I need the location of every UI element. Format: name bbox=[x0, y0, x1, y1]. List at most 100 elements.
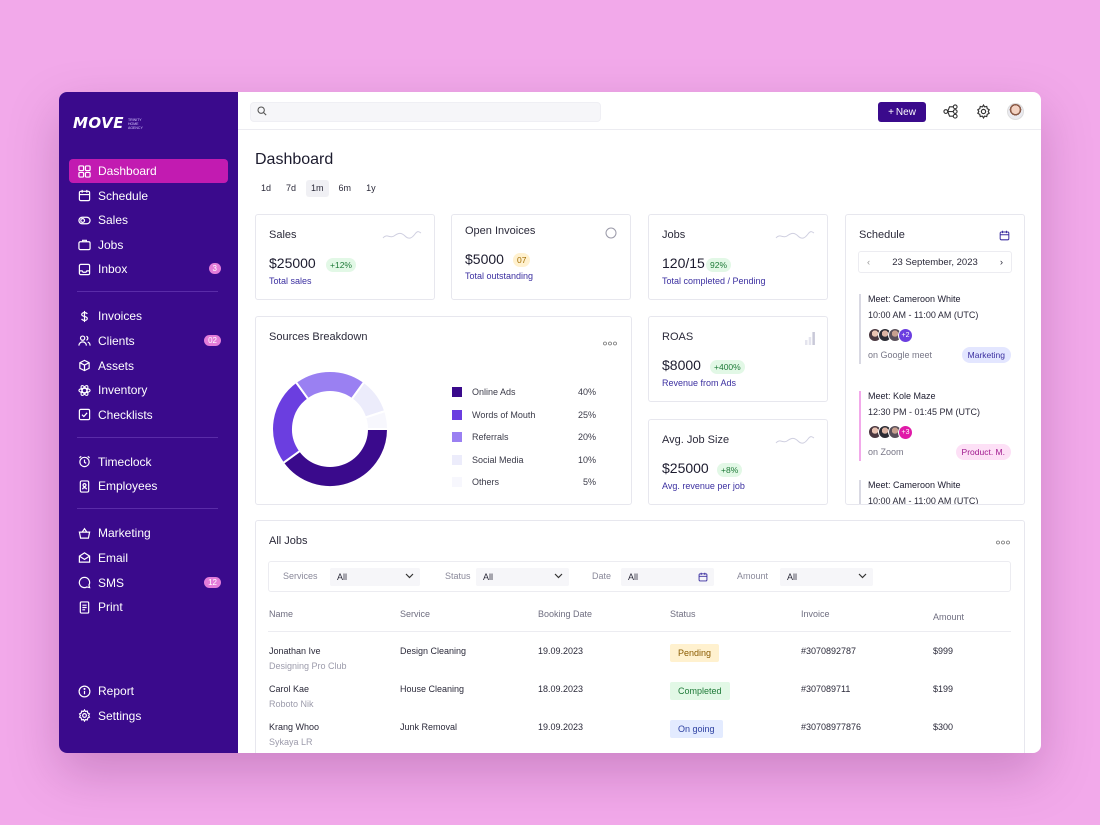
filter-value: All bbox=[337, 572, 348, 582]
roas-subtitle: Revenue from Ads bbox=[662, 378, 737, 388]
column-header[interactable]: Status bbox=[670, 609, 696, 619]
sidebar-item-schedule[interactable]: Schedule bbox=[69, 184, 228, 208]
range-1d[interactable]: 1d bbox=[261, 183, 272, 193]
sidebar-item-sms[interactable]: SMS 12 bbox=[69, 571, 228, 595]
search-icon bbox=[257, 103, 267, 121]
amount-filter-select[interactable]: All bbox=[780, 568, 873, 586]
plus-icon: + bbox=[888, 106, 894, 118]
filter-value: All bbox=[787, 572, 798, 582]
donut-slice-online-ads[interactable] bbox=[281, 428, 390, 488]
legend-label: Words of Mouth bbox=[472, 409, 536, 420]
more-attendees-badge: +2 bbox=[898, 327, 913, 343]
schedule-event[interactable]: Meet: Cameroon White 10:00 AM - 11:00 AM… bbox=[859, 294, 1011, 364]
donut-chart-svg bbox=[271, 370, 390, 488]
user-avatar[interactable] bbox=[1007, 103, 1024, 120]
sidebar-item-jobs[interactable]: Jobs bbox=[69, 233, 228, 257]
calendar-icon[interactable] bbox=[999, 230, 1010, 241]
bar-chart-icon bbox=[805, 332, 815, 345]
schedule-event[interactable]: Meet: Cameroon White 10:00 AM - 11:00 AM… bbox=[859, 480, 1011, 504]
sidebar-item-inbox[interactable]: Inbox 3 bbox=[69, 257, 228, 281]
status-badge: Completed bbox=[670, 682, 730, 700]
donut-slice-others[interactable] bbox=[363, 409, 390, 430]
legend-swatch bbox=[452, 477, 462, 488]
sidebar-item-label: Clients bbox=[98, 333, 135, 348]
sidebar-item-inventory[interactable]: Inventory bbox=[69, 378, 228, 402]
schedule-card: Schedule ‹ 23 September, 2023 › Meet: Ca… bbox=[845, 214, 1025, 505]
table-row[interactable]: Jonathan Ive Designing Pro Club Design C… bbox=[256, 644, 1024, 682]
chart-legend: Online Ads 40% Words of Mouth 25% Referr… bbox=[452, 381, 596, 494]
donut-chart bbox=[268, 367, 392, 496]
sidebar-item-employees[interactable]: Employees bbox=[69, 474, 228, 498]
sidebar-item-marketing[interactable]: Marketing bbox=[69, 521, 228, 545]
chevron-down-icon bbox=[858, 573, 867, 579]
event-title: Meet: Kole Maze bbox=[868, 391, 936, 401]
row-date: 18.09.2023 bbox=[538, 684, 584, 694]
new-button[interactable]: + New bbox=[878, 102, 926, 122]
row-invoice[interactable]: #30708977876 bbox=[801, 722, 862, 732]
sidebar-item-settings[interactable]: Settings bbox=[69, 704, 228, 728]
legend-swatch bbox=[452, 432, 462, 443]
range-7d[interactable]: 7d bbox=[286, 183, 297, 193]
schedule-event[interactable]: Meet: Kole Maze 12:30 PM - 01:45 PM (UTC… bbox=[859, 391, 1011, 461]
donut-slice-words-of-mouth[interactable] bbox=[271, 380, 310, 465]
sidebar-item-sales[interactable]: Sales bbox=[69, 208, 228, 232]
sidebar-item-label: Employees bbox=[98, 479, 158, 494]
sales-card[interactable]: Sales $25000 +12% Total sales bbox=[255, 214, 435, 300]
open-invoices-card[interactable]: Open Invoices $5000 07 Total outstanding bbox=[451, 214, 631, 300]
sidebar-item-timeclock[interactable]: Timeclock bbox=[69, 450, 228, 474]
range-1m[interactable]: 1m bbox=[306, 180, 329, 197]
calendar-icon bbox=[698, 572, 708, 582]
legend-label: Others bbox=[472, 477, 500, 488]
sales-icon bbox=[78, 214, 91, 227]
search-box[interactable] bbox=[250, 102, 601, 122]
roas-card[interactable]: ROAS $8000 +400% Revenue from Ads bbox=[648, 316, 828, 402]
row-invoice[interactable]: #307089711 bbox=[801, 684, 851, 694]
event-title: Meet: Cameroon White bbox=[868, 294, 961, 304]
sidebar-item-label: Marketing bbox=[98, 526, 151, 541]
sidebar-item-print[interactable]: Print bbox=[69, 595, 228, 619]
workflow-icon[interactable] bbox=[942, 103, 958, 119]
column-header[interactable]: Invoice bbox=[801, 609, 830, 619]
search-input[interactable] bbox=[271, 106, 571, 118]
column-header[interactable]: Service bbox=[400, 609, 431, 619]
attendee-avatars: +3 bbox=[868, 423, 1011, 441]
row-service: Design Cleaning bbox=[400, 646, 467, 656]
date-filter-select[interactable]: All bbox=[621, 568, 714, 586]
event-location: on Zoom bbox=[868, 447, 904, 457]
jobs-card[interactable]: Jobs 120/15 92% Total completed / Pendin… bbox=[648, 214, 828, 300]
id-badge-icon bbox=[78, 480, 91, 493]
row-invoice[interactable]: #3070892787 bbox=[801, 646, 857, 656]
sidebar-item-invoices[interactable]: Invoices bbox=[69, 304, 228, 328]
filter-value: All bbox=[483, 572, 494, 582]
range-1y[interactable]: 1y bbox=[366, 183, 376, 193]
sidebar-item-email[interactable]: Email bbox=[69, 546, 228, 570]
sidebar-item-clients[interactable]: Clients 02 bbox=[69, 329, 228, 353]
basket-icon bbox=[78, 527, 91, 540]
more-options-icon[interactable] bbox=[603, 333, 617, 351]
mail-icon bbox=[78, 551, 91, 564]
brand-logo[interactable]: MOVE TRINITY HOME AGENCY bbox=[73, 114, 146, 132]
topbar: + New bbox=[238, 92, 1041, 130]
table-row[interactable]: Krang Whoo Sykaya LR Junk Removal 19.09.… bbox=[256, 720, 1024, 753]
column-header[interactable]: Booking Date bbox=[538, 609, 593, 619]
chevron-left-icon[interactable]: ‹ bbox=[867, 256, 871, 268]
legend-value: 10% bbox=[577, 454, 596, 465]
avg-job-size-card[interactable]: Avg. Job Size $25000 +8% Avg. revenue pe… bbox=[648, 419, 828, 505]
settings-gear-icon[interactable] bbox=[975, 103, 991, 119]
chevron-right-icon[interactable]: › bbox=[999, 256, 1003, 268]
status-filter-select[interactable]: All bbox=[476, 568, 569, 586]
column-header[interactable]: Name bbox=[269, 609, 294, 619]
legend-swatch bbox=[452, 409, 462, 420]
sidebar-item-dashboard[interactable]: Dashboard bbox=[69, 159, 228, 183]
sidebar-item-label: Settings bbox=[98, 708, 142, 723]
column-header[interactable]: Amount bbox=[933, 612, 965, 622]
range-6m[interactable]: 6m bbox=[338, 183, 352, 193]
services-filter-select[interactable]: All bbox=[330, 568, 420, 586]
table-row[interactable]: Carol Kae Roboto Nik House Cleaning 18.0… bbox=[256, 682, 1024, 720]
sidebar-item-checklists[interactable]: Checklists bbox=[69, 403, 228, 427]
more-options-icon[interactable] bbox=[996, 532, 1010, 550]
sidebar-item-report[interactable]: Report bbox=[69, 679, 228, 703]
chevron-down-icon bbox=[554, 573, 563, 579]
sidebar-item-assets[interactable]: Assets bbox=[69, 354, 228, 378]
grid-icon bbox=[78, 164, 91, 178]
